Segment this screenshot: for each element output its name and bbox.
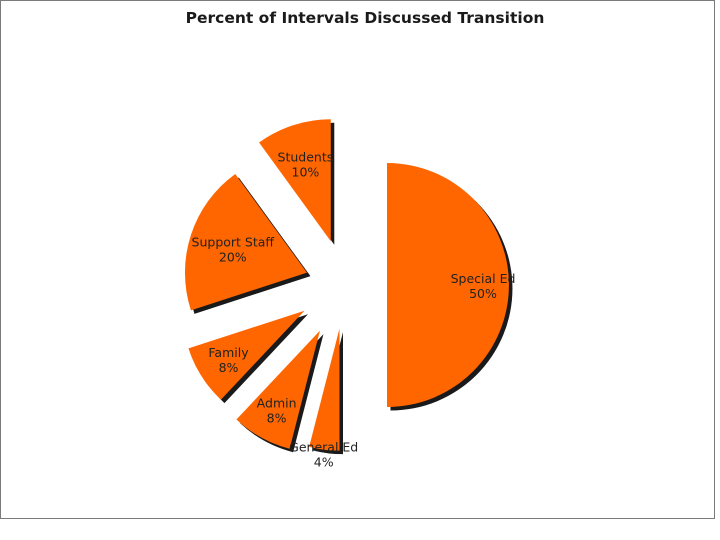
chart-frame	[0, 0, 715, 519]
slice-label-family: Family	[208, 345, 249, 360]
slice-label-students: Students	[278, 149, 334, 164]
slice-label-special-ed: Special Ed	[451, 271, 516, 286]
slice-value-family: 8%	[219, 360, 239, 375]
pie-slice-family	[188, 310, 305, 400]
pie-slice-general-ed	[309, 328, 340, 451]
chart-title: Percent of Intervals Discussed Transitio…	[185, 9, 545, 27]
slice-value-students: 10%	[292, 164, 320, 179]
pie-slice-special-ed	[387, 163, 509, 407]
pie-slice-students	[259, 119, 331, 242]
slice-value-general-ed: 4%	[314, 455, 334, 470]
slice-value-special-ed: 50%	[469, 286, 497, 301]
slice-label-support-staff: Support Staff	[192, 235, 275, 250]
pie-slice-support-staff	[184, 173, 307, 311]
slice-label-admin: Admin	[257, 395, 297, 410]
slice-value-support-staff: 20%	[219, 250, 247, 265]
slice-label-general-ed: General Ed	[289, 440, 358, 455]
pie-slice-admin	[236, 330, 320, 449]
slice-value-admin: 8%	[267, 410, 287, 425]
